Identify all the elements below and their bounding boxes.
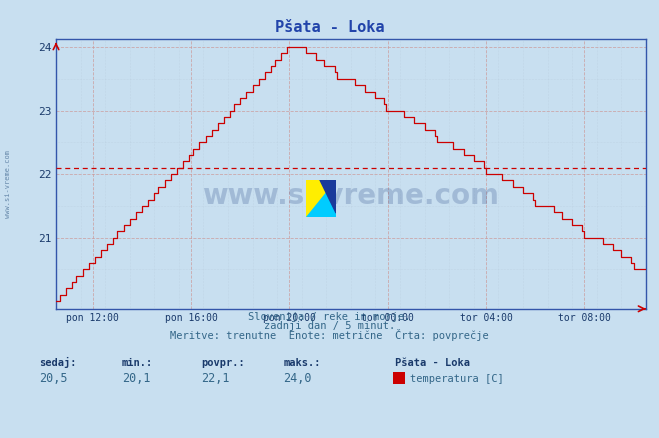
Text: povpr.:: povpr.: xyxy=(201,358,244,368)
Text: Pšata - Loka: Pšata - Loka xyxy=(395,358,471,368)
Text: Slovenija / reke in morje.: Slovenija / reke in morje. xyxy=(248,312,411,322)
Text: 22,1: 22,1 xyxy=(201,372,229,385)
Polygon shape xyxy=(306,180,336,217)
Text: 20,5: 20,5 xyxy=(40,372,68,385)
Text: Pšata - Loka: Pšata - Loka xyxy=(275,20,384,35)
Text: temperatura [C]: temperatura [C] xyxy=(410,374,503,384)
Polygon shape xyxy=(306,180,336,217)
Text: min.:: min.: xyxy=(122,358,153,368)
Text: Meritve: trenutne  Enote: metrične  Črta: povprečje: Meritve: trenutne Enote: metrične Črta: … xyxy=(170,329,489,341)
Text: 20,1: 20,1 xyxy=(122,372,150,385)
Text: sedaj:: sedaj: xyxy=(40,357,77,368)
Polygon shape xyxy=(320,180,336,213)
Text: maks.:: maks.: xyxy=(283,358,321,368)
Text: zadnji dan / 5 minut.: zadnji dan / 5 minut. xyxy=(264,321,395,332)
Text: www.si-vreme.com: www.si-vreme.com xyxy=(202,182,500,210)
Text: 24,0: 24,0 xyxy=(283,372,312,385)
Text: www.si-vreme.com: www.si-vreme.com xyxy=(5,150,11,218)
